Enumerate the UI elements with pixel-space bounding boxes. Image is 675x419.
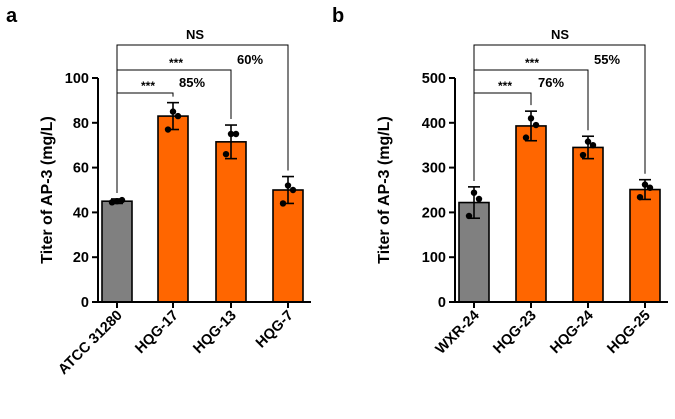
y-tick-label: 60 xyxy=(73,161,89,177)
data-point xyxy=(527,115,535,122)
percent-increase-label: 55% xyxy=(594,52,620,67)
data-point xyxy=(289,186,297,194)
bar-2 xyxy=(515,125,547,303)
bar-3 xyxy=(572,146,604,303)
percent-increase-label: 76% xyxy=(538,75,564,90)
significance-marker: *** xyxy=(498,79,512,93)
y-tick-label: 100 xyxy=(65,71,89,87)
data-point xyxy=(470,189,478,196)
data-point xyxy=(118,196,126,204)
significance-marker: NS xyxy=(551,27,569,42)
chart-panel-a: a Titer of AP-3 (mg/L) 0 20 40 60 80 100 ATCC 31… xyxy=(6,5,311,378)
significance-marker: *** xyxy=(169,56,183,70)
significance-bracket xyxy=(473,44,646,181)
x-tick-label: HQG-7 xyxy=(253,308,297,352)
y-tick-label: 80 xyxy=(73,116,89,132)
data-point xyxy=(532,121,540,129)
bar-2 xyxy=(157,115,189,303)
significance-marker: *** xyxy=(525,56,539,70)
data-point xyxy=(646,184,654,191)
y-tick-label: 100 xyxy=(422,250,446,266)
y-axis-title: Titer of AP-3 (mg/L) xyxy=(376,116,393,264)
percent-increase-label: 85% xyxy=(179,75,205,90)
y-tick-label: 20 xyxy=(73,250,89,266)
data-point xyxy=(589,142,597,149)
data-point xyxy=(641,181,649,188)
bar-1 xyxy=(101,200,133,303)
bar-4 xyxy=(272,189,304,303)
y-tick-label: 500 xyxy=(422,71,446,87)
data-point xyxy=(475,195,483,203)
data-point xyxy=(169,108,177,115)
x-tick-label: HQG-24 xyxy=(547,308,596,357)
data-point xyxy=(232,130,240,138)
data-point xyxy=(579,151,587,159)
bar-3 xyxy=(215,141,247,303)
data-point xyxy=(227,130,235,138)
significance-bracket xyxy=(116,44,289,193)
y-axis-title: Titer of AP-3 (mg/L) xyxy=(39,116,56,264)
panel-label: a xyxy=(6,5,18,27)
y-tick-label: 0 xyxy=(81,295,89,311)
data-point xyxy=(108,199,116,206)
x-tick-label: HQG-23 xyxy=(490,308,539,357)
x-tick-label: HQG-25 xyxy=(604,308,653,357)
data-point xyxy=(174,112,182,120)
data-point xyxy=(222,150,230,158)
data-point xyxy=(636,193,644,201)
x-tick-label: HQG-17 xyxy=(132,308,181,357)
data-point xyxy=(279,200,287,207)
bar-4 xyxy=(629,188,661,303)
significance-marker: *** xyxy=(141,79,155,93)
x-tick-label: HQG-13 xyxy=(190,308,239,357)
x-tick-label: ATCC 31280 xyxy=(55,308,125,378)
y-tick-label: 400 xyxy=(422,116,446,132)
data-point xyxy=(284,182,292,189)
data-point xyxy=(113,198,121,205)
significance-marker: NS xyxy=(186,27,204,42)
panel-label: b xyxy=(332,5,344,27)
y-tick-label: 0 xyxy=(438,295,446,311)
data-point xyxy=(522,134,530,141)
y-tick-label: 200 xyxy=(422,205,446,221)
y-tick-label: 40 xyxy=(73,205,89,221)
percent-increase-label: 60% xyxy=(237,52,263,67)
bar-1 xyxy=(458,201,490,303)
x-tick-label: WXR-24 xyxy=(433,308,483,358)
chart-panel-b: b Titer of AP-3 (mg/L) 0 100 200 300 400 500 WXR… xyxy=(332,5,668,358)
data-point xyxy=(164,126,172,133)
data-point xyxy=(584,138,592,145)
y-tick-label: 300 xyxy=(422,161,446,177)
data-point xyxy=(465,212,473,220)
